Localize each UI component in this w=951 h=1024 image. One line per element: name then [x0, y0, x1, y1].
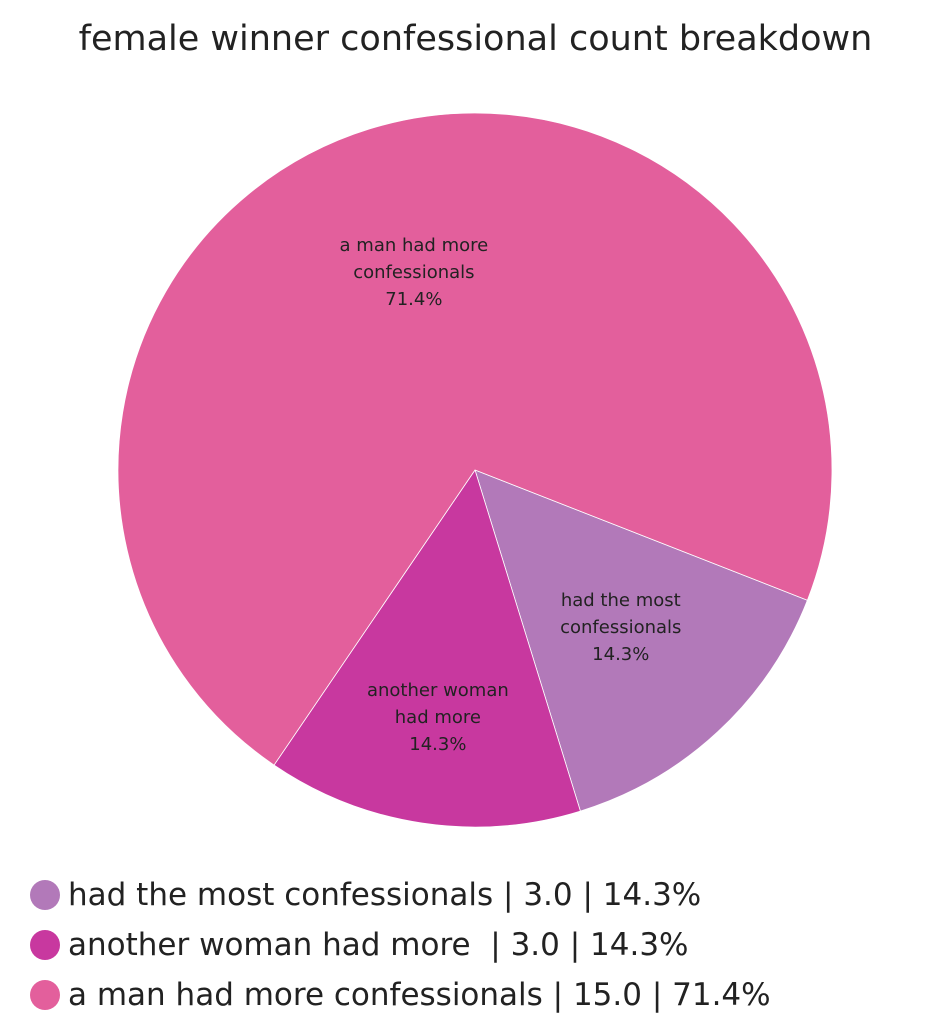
pie-slices [117, 112, 833, 828]
legend-swatch-had-the-most-confessionals [30, 880, 60, 910]
legend-label-a-man-had-more-confessionals: a man had more confessionals | 15.0 | 71… [68, 977, 771, 1013]
pie-slice-a-man-had-more-confessionals [117, 112, 833, 766]
pie-slice-another-woman-had-more [273, 469, 581, 828]
legend-label-had-the-most-confessionals: had the most confessionals | 3.0 | 14.3% [68, 877, 702, 913]
pie-label-line: confessionals [560, 617, 681, 638]
pie-label-line: confessionals [353, 262, 474, 283]
legend-item-another-woman-had-more: another woman had more | 3.0 | 14.3% [30, 920, 930, 970]
pie-label-line: 14.3% [409, 734, 466, 755]
pie-label-a-man-had-more-confessionals: a man had more confessionals 71.4% [340, 235, 489, 310]
pie-label-line: a man had more [340, 235, 489, 256]
pie-slice-had-the-most-confessionals [474, 469, 808, 812]
chart-title: female winner confessional count breakdo… [78, 19, 873, 59]
legend-swatch-another-woman-had-more [30, 930, 60, 960]
pie-label-line: another woman [367, 680, 509, 701]
pie-label-another-woman-had-more: another woman had more 14.3% [367, 680, 509, 755]
legend: had the most confessionals | 3.0 | 14.3%… [30, 870, 930, 1020]
pie-label-line: 71.4% [385, 289, 442, 310]
pie-chart: had the most confessionals 14.3%another wo… [117, 112, 833, 828]
pie-label-had-the-most-confessionals: had the most confessionals 14.3% [560, 590, 681, 665]
legend-item-a-man-had-more-confessionals: a man had more confessionals | 15.0 | 71… [30, 970, 930, 1020]
pie-slice-labels: had the most confessionals 14.3%another wo… [340, 235, 682, 755]
legend-swatch-a-man-had-more-confessionals [30, 980, 60, 1010]
pie-label-line: 14.3% [592, 644, 649, 665]
legend-item-had-the-most-confessionals: had the most confessionals | 3.0 | 14.3% [30, 870, 930, 920]
pie-label-line: had the most [561, 590, 681, 611]
legend-label-another-woman-had-more: another woman had more | 3.0 | 14.3% [68, 927, 689, 963]
pie-label-line: had more [395, 707, 481, 728]
